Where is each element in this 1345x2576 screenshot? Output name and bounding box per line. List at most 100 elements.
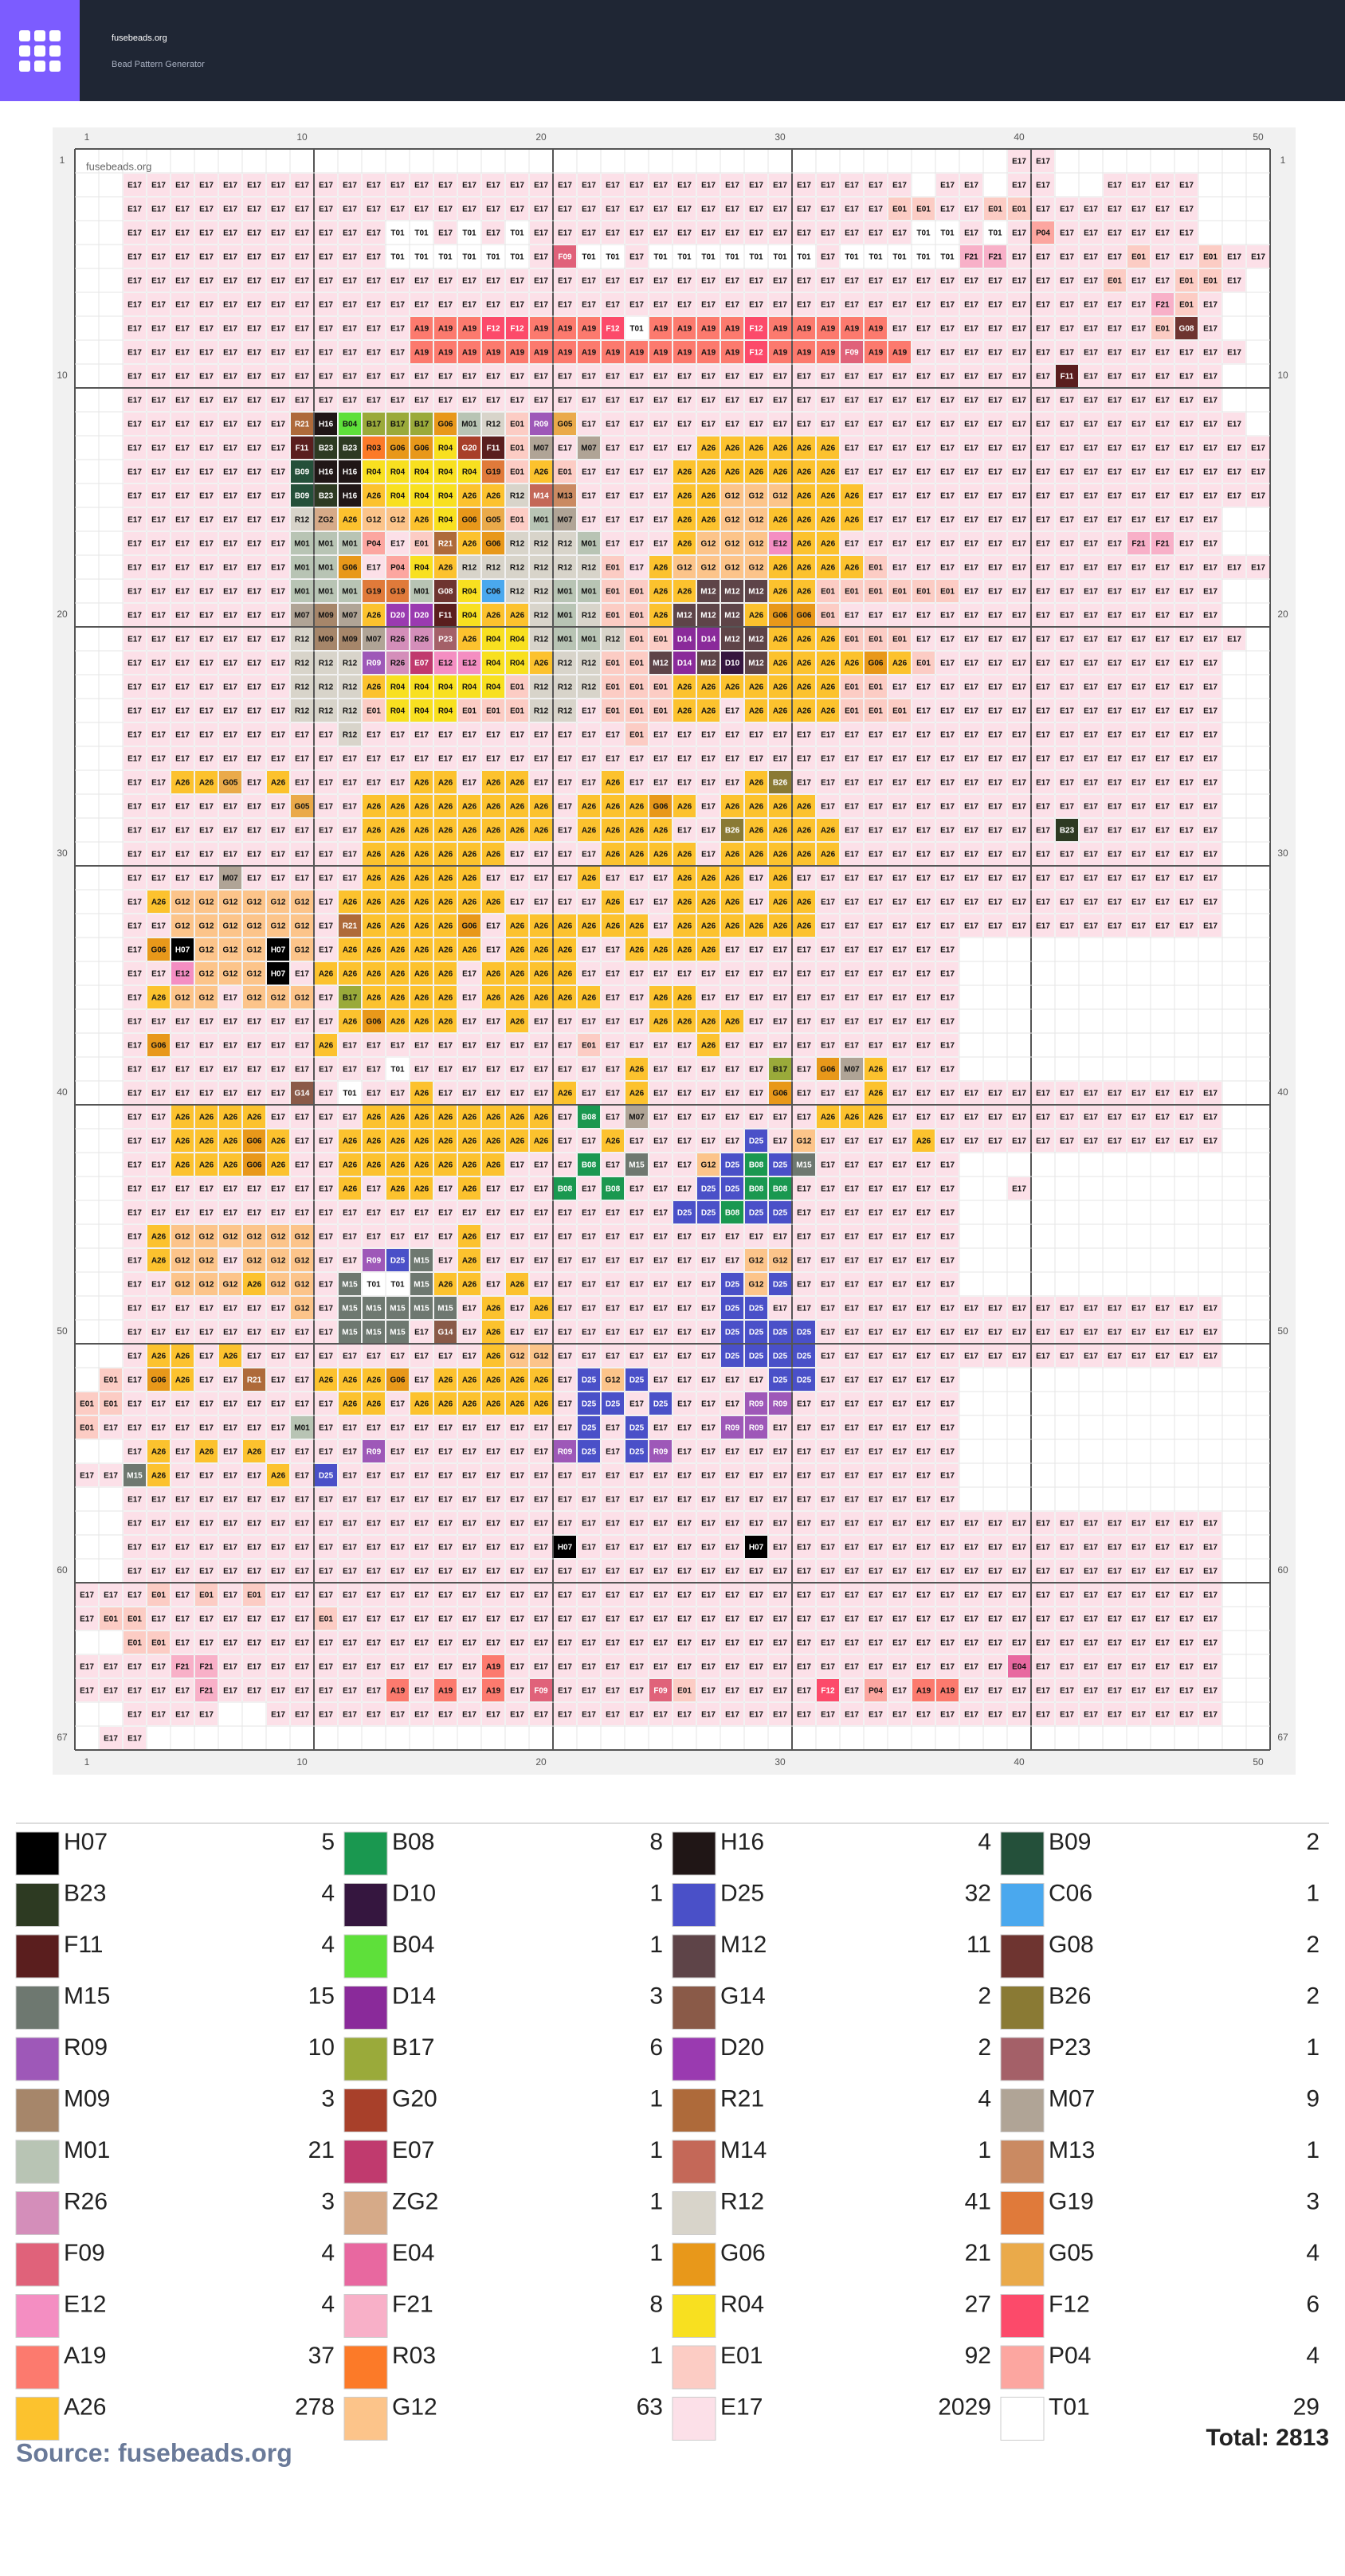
bead-label: E17 — [295, 1042, 309, 1051]
bead-label: E17 — [151, 922, 166, 931]
bead-label: E17 — [462, 373, 476, 382]
bead-label: E17 — [988, 444, 1002, 453]
bead-label: G12 — [199, 922, 214, 931]
bead-label: E17 — [1108, 588, 1122, 597]
bead-label: E17 — [151, 1281, 166, 1290]
bead-label: F11 — [296, 444, 309, 453]
bead-label: A26 — [462, 803, 477, 812]
bead-label: E17 — [773, 994, 787, 1003]
bead-label: D20 — [414, 612, 429, 621]
bead-label: E17 — [582, 182, 596, 190]
bead-label: A26 — [629, 922, 645, 931]
bead-label: E01 — [940, 588, 955, 597]
bead-label: E17 — [1203, 397, 1218, 405]
bead-label: E17 — [343, 1496, 357, 1505]
bead-label: E17 — [1084, 1353, 1098, 1361]
bead-label: A26 — [821, 468, 836, 477]
bead-label: E17 — [1084, 1329, 1098, 1337]
bead-label: E17 — [725, 1042, 739, 1051]
bead-label: R12 — [558, 660, 573, 668]
bead-label: E17 — [797, 373, 811, 382]
bead-label: E17 — [127, 1281, 142, 1290]
bead-label: E17 — [223, 1568, 237, 1576]
bead-label: E17 — [486, 1424, 500, 1433]
bead-label: E01 — [1155, 325, 1170, 334]
bead-label: A19 — [438, 349, 453, 358]
bead-label: E17 — [1179, 636, 1194, 644]
bead-label: E17 — [845, 1257, 859, 1266]
bead-label: E17 — [1179, 731, 1194, 740]
bead-label: E17 — [606, 1544, 620, 1552]
bead-label: A26 — [725, 468, 740, 477]
bead-label: E01 — [653, 683, 668, 692]
bead-label: E17 — [1036, 564, 1050, 573]
bead-label: M12 — [748, 588, 764, 597]
bead — [530, 221, 552, 244]
bead-label: A26 — [271, 779, 286, 788]
bead-label: E17 — [749, 994, 763, 1003]
bead-label: E17 — [1036, 851, 1050, 859]
bead-label: A26 — [534, 946, 549, 955]
bead-label: A26 — [582, 922, 597, 931]
bead-label: E17 — [223, 277, 237, 286]
bead-label: E17 — [940, 779, 955, 788]
bead-label: E17 — [247, 1329, 261, 1337]
bead-label: A26 — [223, 1161, 238, 1170]
bead-label: A26 — [367, 1137, 382, 1146]
bead-label: E17 — [390, 325, 405, 334]
bead-label: A26 — [725, 803, 740, 812]
bead-label: E17 — [940, 660, 955, 668]
bead-label: E17 — [127, 373, 142, 382]
bead-label: E17 — [797, 229, 811, 238]
bead-label: A26 — [510, 803, 525, 812]
bead — [1175, 221, 1198, 244]
bead-label: E17 — [964, 1544, 978, 1552]
bead-label: B08 — [582, 1114, 597, 1122]
bead-label: E17 — [319, 397, 333, 405]
bead-label: E17 — [1060, 516, 1074, 525]
bead — [434, 174, 457, 196]
bead-label: E17 — [988, 707, 1002, 716]
bead-label: E17 — [223, 755, 237, 764]
bead-label: E17 — [797, 1520, 811, 1529]
bead-label: M07 — [581, 444, 597, 453]
bead-label: E17 — [414, 1066, 429, 1075]
bead-label: E17 — [558, 444, 572, 453]
bead-label: H16 — [343, 468, 358, 477]
bead-label: E17 — [127, 827, 142, 836]
bead-label: E17 — [558, 1520, 572, 1529]
bead-label: E17 — [199, 564, 214, 573]
bead-label: E17 — [1108, 731, 1122, 740]
bead-label: A26 — [558, 946, 573, 955]
bead-label: R09 — [367, 1257, 382, 1266]
bead-label: M01 — [342, 588, 358, 597]
bead-label: E17 — [319, 731, 333, 740]
bead-label: E17 — [223, 612, 237, 621]
bead-label: E17 — [151, 206, 166, 214]
bead-label: E17 — [606, 1018, 620, 1027]
bead — [195, 245, 218, 268]
bead-label: E17 — [582, 229, 596, 238]
bead-label: M01 — [581, 588, 597, 597]
bead-label: R12 — [582, 683, 597, 692]
bead-label: E17 — [629, 564, 644, 573]
bead-label: E17 — [916, 1472, 931, 1481]
bead-label: E17 — [869, 397, 883, 405]
bead-label: E17 — [749, 1042, 763, 1051]
bead-label: E17 — [869, 922, 883, 931]
bead-label: E17 — [845, 1376, 859, 1385]
bead-label: R04 — [462, 588, 477, 597]
bead-label: E17 — [1012, 1305, 1026, 1313]
bead-label: E17 — [223, 1305, 237, 1313]
bead-label: E17 — [199, 683, 214, 692]
bead-label: E17 — [127, 444, 142, 453]
bead-label: E17 — [1179, 779, 1194, 788]
bead-label: B09 — [295, 468, 310, 477]
bead-label: A26 — [821, 1114, 836, 1122]
bead-label: E17 — [199, 373, 214, 382]
bead-label: M15 — [414, 1305, 429, 1313]
bead — [434, 245, 457, 268]
bead-label: E17 — [1108, 253, 1122, 262]
bead-label: E01 — [629, 612, 644, 621]
bead-label: E17 — [127, 1114, 142, 1122]
